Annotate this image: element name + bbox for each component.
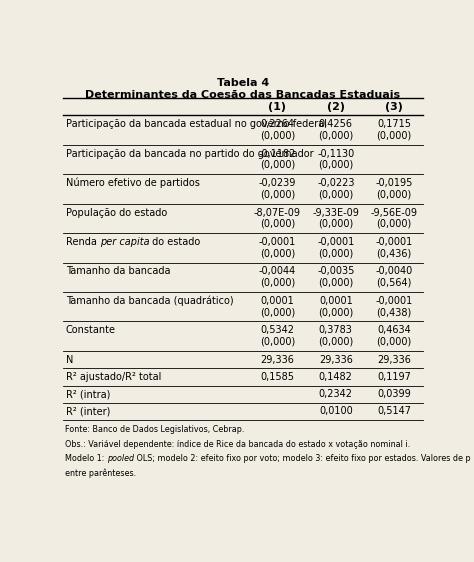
- Text: (0,564): (0,564): [376, 278, 411, 288]
- Text: (0,000): (0,000): [260, 160, 295, 170]
- Text: R² ajustado/R² total: R² ajustado/R² total: [66, 372, 161, 382]
- Text: -0,1182: -0,1182: [259, 149, 296, 158]
- Text: OLS; modelo 2: efeito fixo por voto; modelo 3: efeito fixo por estados. Valores : OLS; modelo 2: efeito fixo por voto; mod…: [134, 454, 470, 463]
- Text: 0,4256: 0,4256: [319, 119, 353, 129]
- Text: -0,0223: -0,0223: [317, 178, 355, 188]
- Text: (3): (3): [385, 102, 403, 112]
- Text: 0,3783: 0,3783: [319, 325, 353, 336]
- Text: Constante: Constante: [66, 325, 116, 336]
- Text: R² (inter): R² (inter): [66, 406, 110, 416]
- Text: -0,0001: -0,0001: [259, 237, 296, 247]
- Text: -0,0195: -0,0195: [375, 178, 413, 188]
- Text: (0,000): (0,000): [376, 219, 411, 229]
- Text: 29,336: 29,336: [377, 355, 411, 365]
- Text: Determinantes da Coesão das Bancadas Estaduais: Determinantes da Coesão das Bancadas Est…: [85, 90, 401, 101]
- Text: Tamanho da bancada: Tamanho da bancada: [66, 266, 170, 277]
- Text: 0,0399: 0,0399: [377, 389, 411, 399]
- Text: (0,000): (0,000): [318, 189, 354, 200]
- Text: (0,438): (0,438): [376, 307, 411, 317]
- Text: (0,000): (0,000): [260, 337, 295, 346]
- Text: -0,0001: -0,0001: [375, 296, 412, 306]
- Text: Modelo 1:: Modelo 1:: [65, 454, 107, 463]
- Text: (2): (2): [327, 102, 345, 112]
- Text: R² (intra): R² (intra): [66, 389, 110, 399]
- Text: 0,0001: 0,0001: [261, 296, 294, 306]
- Text: (0,000): (0,000): [260, 278, 295, 288]
- Text: 0,1715: 0,1715: [377, 119, 411, 129]
- Text: 0,0001: 0,0001: [319, 296, 353, 306]
- Text: -0,0035: -0,0035: [317, 266, 355, 277]
- Text: 0,1482: 0,1482: [319, 372, 353, 382]
- Text: Participação da bancada estadual no governo federal: Participação da bancada estadual no gove…: [66, 119, 327, 129]
- Text: Obs.: Variável dependente: índice de Rice da bancada do estado x votação nominal: Obs.: Variável dependente: índice de Ric…: [65, 439, 410, 448]
- Text: (0,000): (0,000): [260, 189, 295, 200]
- Text: (0,000): (0,000): [318, 130, 354, 140]
- Text: Tamanho da bancada (quadrático): Tamanho da bancada (quadrático): [66, 296, 234, 306]
- Text: N: N: [66, 355, 73, 365]
- Text: -9,56E-09: -9,56E-09: [371, 207, 418, 217]
- Text: 29,336: 29,336: [261, 355, 294, 365]
- Text: 0,1585: 0,1585: [261, 372, 294, 382]
- Text: 29,336: 29,336: [319, 355, 353, 365]
- Text: Fonte: Banco de Dados Legislativos, Cebrap.: Fonte: Banco de Dados Legislativos, Cebr…: [65, 425, 244, 434]
- Text: (0,000): (0,000): [318, 278, 354, 288]
- Text: (0,000): (0,000): [376, 130, 411, 140]
- Text: (0,000): (0,000): [318, 219, 354, 229]
- Text: Renda: Renda: [66, 237, 100, 247]
- Text: Número efetivo de partidos: Número efetivo de partidos: [66, 178, 200, 188]
- Text: (0,000): (0,000): [260, 307, 295, 317]
- Text: Participação da bancada no partido do governador: Participação da bancada no partido do go…: [66, 149, 313, 158]
- Text: 0,0100: 0,0100: [319, 406, 353, 416]
- Text: (0,000): (0,000): [376, 337, 411, 346]
- Text: (0,000): (0,000): [318, 307, 354, 317]
- Text: per capita: per capita: [100, 237, 149, 247]
- Text: (0,000): (0,000): [376, 189, 411, 200]
- Text: (0,000): (0,000): [260, 248, 295, 258]
- Text: 0,2264: 0,2264: [261, 119, 294, 129]
- Text: 0,4634: 0,4634: [377, 325, 411, 336]
- Text: -0,0239: -0,0239: [259, 178, 296, 188]
- Text: 0,2342: 0,2342: [319, 389, 353, 399]
- Text: -0,0001: -0,0001: [317, 237, 355, 247]
- Text: Tabela 4: Tabela 4: [217, 78, 269, 88]
- Text: 0,5147: 0,5147: [377, 406, 411, 416]
- Text: (0,000): (0,000): [260, 219, 295, 229]
- Text: pooled: pooled: [107, 454, 134, 463]
- Text: -8,07E-09: -8,07E-09: [254, 207, 301, 217]
- Text: do estado: do estado: [149, 237, 201, 247]
- Text: -0,0044: -0,0044: [259, 266, 296, 277]
- Text: -9,33E-09: -9,33E-09: [312, 207, 359, 217]
- Text: 0,1197: 0,1197: [377, 372, 411, 382]
- Text: (0,000): (0,000): [318, 337, 354, 346]
- Text: -0,0001: -0,0001: [375, 237, 412, 247]
- Text: -0,0040: -0,0040: [375, 266, 412, 277]
- Text: -0,1130: -0,1130: [317, 149, 355, 158]
- Text: (0,000): (0,000): [260, 130, 295, 140]
- Text: População do estado: População do estado: [66, 207, 167, 217]
- Text: (1): (1): [268, 102, 286, 112]
- Text: (0,436): (0,436): [376, 248, 411, 258]
- Text: entre parênteses.: entre parênteses.: [65, 468, 136, 478]
- Text: 0,5342: 0,5342: [261, 325, 294, 336]
- Text: (0,000): (0,000): [318, 160, 354, 170]
- Text: (0,000): (0,000): [318, 248, 354, 258]
